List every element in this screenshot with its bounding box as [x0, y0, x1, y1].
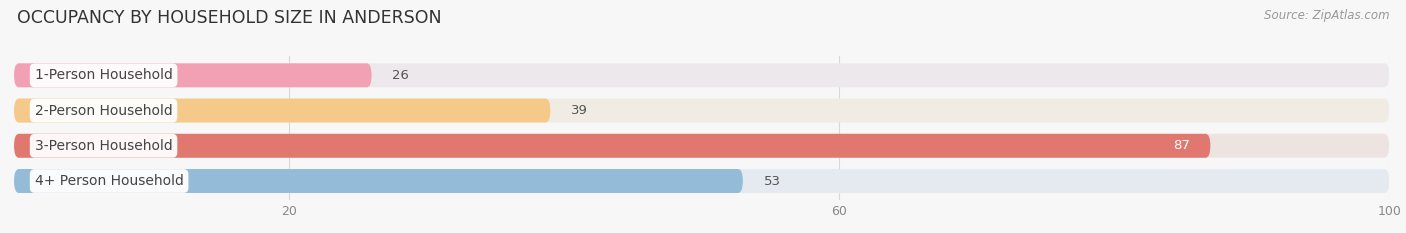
- Text: 4+ Person Household: 4+ Person Household: [35, 174, 184, 188]
- Text: 53: 53: [763, 175, 780, 188]
- FancyBboxPatch shape: [14, 99, 550, 123]
- Text: OCCUPANCY BY HOUSEHOLD SIZE IN ANDERSON: OCCUPANCY BY HOUSEHOLD SIZE IN ANDERSON: [17, 9, 441, 27]
- Text: 1-Person Household: 1-Person Household: [35, 68, 173, 82]
- Text: 87: 87: [1173, 139, 1189, 152]
- Text: 2-Person Household: 2-Person Household: [35, 103, 173, 117]
- Text: Source: ZipAtlas.com: Source: ZipAtlas.com: [1264, 9, 1389, 22]
- Text: 39: 39: [571, 104, 588, 117]
- Text: 3-Person Household: 3-Person Household: [35, 139, 173, 153]
- FancyBboxPatch shape: [14, 134, 1211, 158]
- FancyBboxPatch shape: [14, 169, 742, 193]
- Text: 26: 26: [392, 69, 409, 82]
- FancyBboxPatch shape: [14, 63, 1389, 87]
- FancyBboxPatch shape: [14, 169, 1389, 193]
- FancyBboxPatch shape: [14, 99, 1389, 123]
- FancyBboxPatch shape: [14, 134, 1389, 158]
- FancyBboxPatch shape: [14, 63, 371, 87]
